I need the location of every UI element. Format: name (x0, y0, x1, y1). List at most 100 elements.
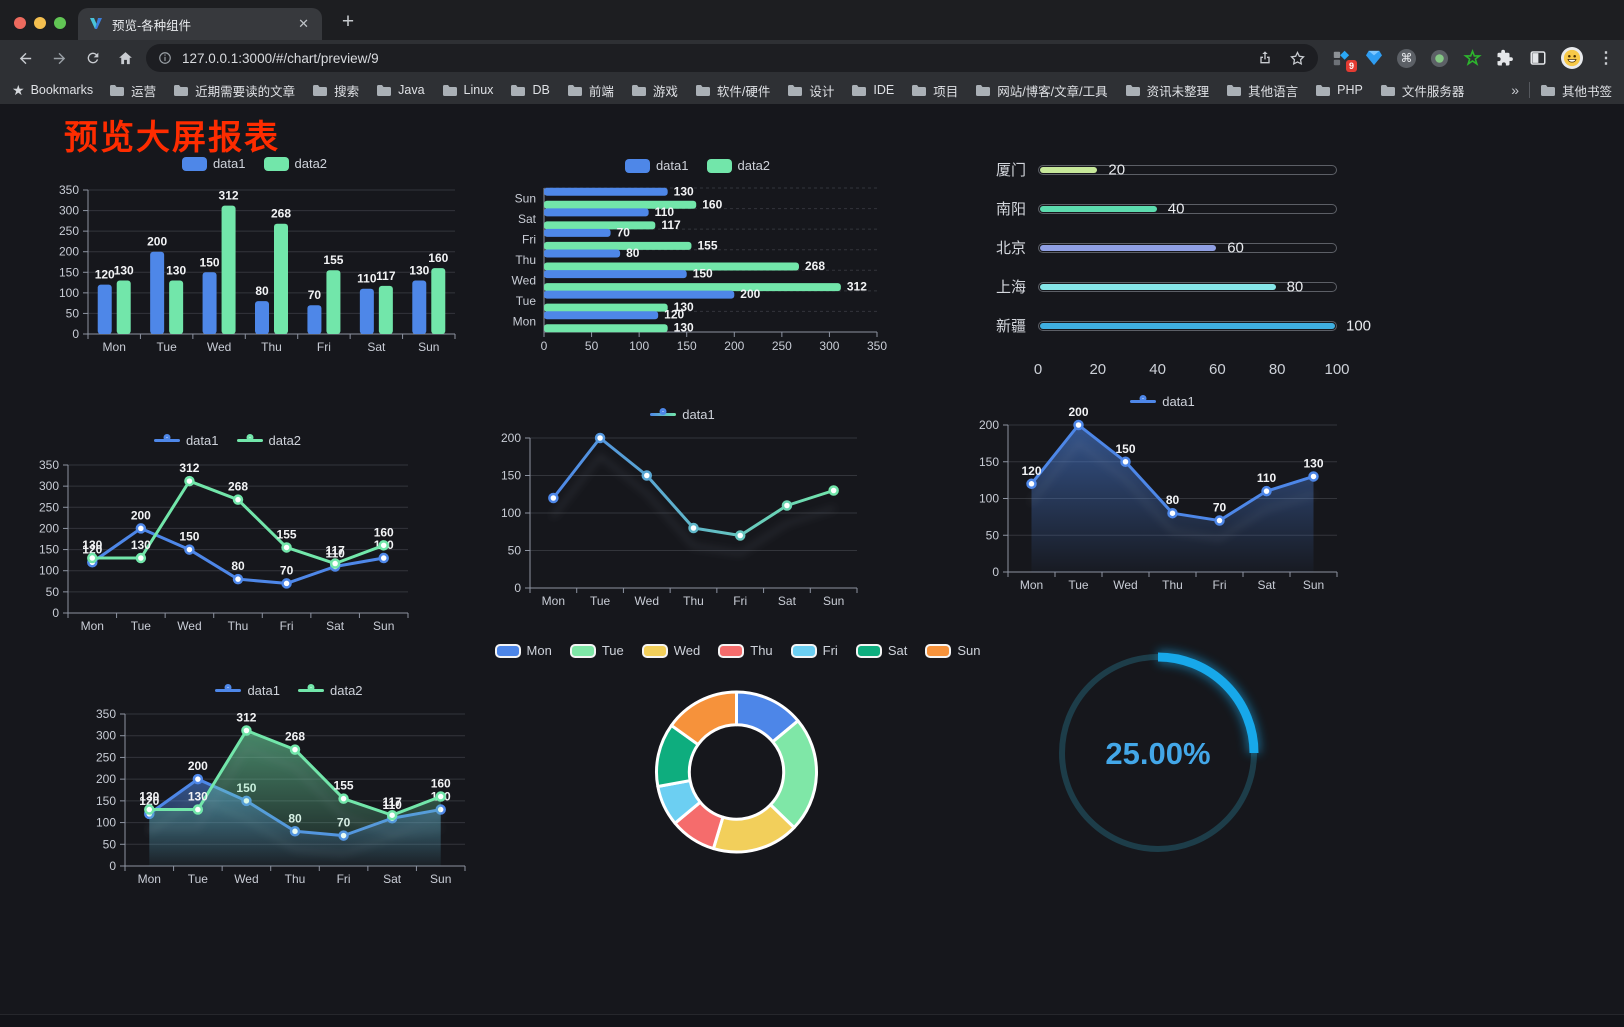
svg-text:130: 130 (1303, 456, 1323, 470)
home-icon[interactable] (114, 47, 136, 69)
bookmarks-right: » 其他书签 (1511, 81, 1612, 100)
bookmark-folder[interactable]: 项目 (911, 81, 958, 100)
bookmark-folder[interactable]: 设计 (787, 81, 834, 100)
legend-label: data2 (268, 433, 302, 448)
folder-icon (174, 84, 189, 96)
line-chart-svg: 0 50 100 150 200 250 300 350 Mon Tue Wed Thu Fri Sat S… (96, 707, 466, 886)
legend-item[interactable]: Thu (718, 643, 773, 658)
progress-value: 100 (1346, 317, 1372, 334)
minimize-window-button[interactable] (34, 17, 46, 29)
bookmark-folder[interactable]: Java (376, 83, 425, 97)
svg-text:117: 117 (376, 269, 396, 283)
legend-item[interactable]: Fri (790, 643, 838, 658)
folder-icon (567, 84, 582, 96)
bookmark-folder[interactable]: Linux (442, 83, 493, 97)
extension-record-icon[interactable] (1429, 48, 1449, 68)
tab-close-icon[interactable]: ✕ (298, 16, 309, 31)
bookmarks-manager-star-icon[interactable]: ★ (12, 81, 25, 98)
legend-item[interactable]: Mon (494, 643, 552, 658)
legend-item[interactable]: data2 (706, 158, 770, 173)
legend-item[interactable]: data1 (650, 407, 715, 422)
reload-icon[interactable] (82, 47, 104, 69)
progress-fill (1040, 166, 1098, 173)
extensions-puzzle-icon[interactable] (1495, 48, 1515, 68)
browser-tab[interactable]: 预览-各种组件 ✕ (78, 8, 322, 40)
progress-track: 40 (1038, 200, 1337, 217)
legend-item[interactable]: data2 (236, 433, 302, 448)
svg-text:130: 130 (82, 538, 102, 552)
bookmark-folder[interactable]: 搜索 (312, 81, 359, 100)
svg-text:120: 120 (82, 542, 102, 556)
bookmark-folder[interactable]: 网站/博客/文章/工具 (975, 81, 1108, 100)
svg-text:50: 50 (986, 528, 1000, 542)
legend-item[interactable]: data2 (298, 683, 363, 698)
bookmark-folder[interactable]: IDE (851, 83, 894, 97)
svg-text:110: 110 (382, 798, 402, 812)
legend-item[interactable]: Wed (641, 643, 700, 658)
svg-text:130: 130 (674, 321, 694, 335)
legend-item[interactable]: Tue (569, 643, 624, 658)
legend-item[interactable]: data1 (181, 156, 246, 171)
legend-item[interactable]: data1 (215, 683, 280, 698)
profile-avatar[interactable] (1561, 47, 1583, 69)
svg-text:200: 200 (131, 508, 151, 522)
browser-menu-icon[interactable]: ⋮ (1598, 50, 1614, 67)
bookmarks-overflow-chevron[interactable]: » (1511, 82, 1519, 98)
svg-text:200: 200 (39, 521, 59, 535)
legend-item[interactable]: data1 (153, 433, 219, 448)
bookmark-folder[interactable]: 近期需要读的文章 (173, 81, 295, 100)
legend-item[interactable]: data2 (263, 156, 327, 171)
legend-label: data1 (247, 683, 280, 698)
svg-text:117: 117 (325, 544, 345, 558)
legend-item[interactable]: data1 (1130, 394, 1195, 409)
bookmark-folder[interactable]: PHP (1315, 83, 1363, 97)
svg-text:Sun: Sun (430, 872, 451, 886)
back-icon[interactable] (14, 47, 36, 69)
side-panel-icon[interactable] (1528, 48, 1548, 68)
extension-green-star-icon[interactable] (1462, 48, 1482, 68)
legend-line-marker (1130, 394, 1157, 409)
close-window-button[interactable] (14, 17, 26, 29)
svg-text:Sun: Sun (823, 594, 844, 608)
bookmark-folder[interactable]: DB (510, 83, 550, 97)
progress-value: 40 (1167, 200, 1185, 217)
svg-text:312: 312 (236, 711, 256, 725)
address-bar[interactable]: 127.0.0.1:3000/#/chart/preview/9 (146, 44, 1318, 72)
extension-tabs-icon[interactable]: 9 (1331, 48, 1357, 72)
legend-item[interactable]: data1 (624, 158, 689, 173)
svg-text:200: 200 (1068, 405, 1088, 419)
bookmark-folder[interactable]: 资讯未整理 (1125, 81, 1209, 100)
forward-icon[interactable] (48, 47, 70, 69)
maximize-window-button[interactable] (54, 17, 66, 29)
line-chart-svg: 0 50 100 150 200 250 300 350 Mon Tue Wed Thu Fri Sat S… (39, 458, 409, 633)
svg-text:Mon: Mon (81, 619, 104, 633)
bookmark-star-icon[interactable] (1289, 50, 1306, 67)
svg-text:0: 0 (109, 859, 116, 873)
extension-gem-icon[interactable] (1364, 48, 1384, 68)
bookmark-folder[interactable]: 游戏 (631, 81, 678, 100)
svg-text:300: 300 (819, 339, 839, 353)
other-bookmarks-folder[interactable]: 其他书签 (1540, 81, 1612, 100)
bookmark-folder[interactable]: 文件服务器 (1380, 81, 1464, 100)
chart-legend: data1 (975, 394, 1350, 409)
svg-text:Mon: Mon (103, 340, 126, 354)
chart-area-double: data1 data2 0 50 100 150 200 250 300 350 Mon Tue Wed… (96, 670, 478, 886)
legend-item[interactable]: Sun (925, 643, 980, 658)
new-tab-button[interactable]: + (341, 10, 355, 33)
bookmark-folder[interactable]: 运营 (109, 81, 156, 100)
legend-label: Thu (750, 643, 773, 658)
bookmark-folder[interactable]: 前端 (567, 81, 614, 100)
share-icon[interactable] (1257, 50, 1273, 66)
bookmarks-manager-label[interactable]: Bookmarks (30, 83, 94, 97)
line-chart-svg: 0 50 100 150 200 Mon Tue Wed Thu Fri Sat Sun 120 200 1… (979, 405, 1338, 592)
bookmark-folder[interactable]: 其他语言 (1226, 81, 1298, 100)
window-controls (14, 17, 66, 29)
progress-row: 北京 60 (980, 228, 1356, 267)
chart-gauge: 25.00% (1048, 645, 1268, 865)
bookmark-folder[interactable]: 软件/硬件 (695, 81, 770, 100)
extension-command-icon[interactable]: ⌘ (1397, 48, 1416, 68)
donut-chart-svg (655, 690, 818, 854)
legend-item[interactable]: Sat (855, 643, 907, 658)
site-info-icon[interactable] (158, 51, 172, 65)
folder-icon (442, 84, 457, 96)
